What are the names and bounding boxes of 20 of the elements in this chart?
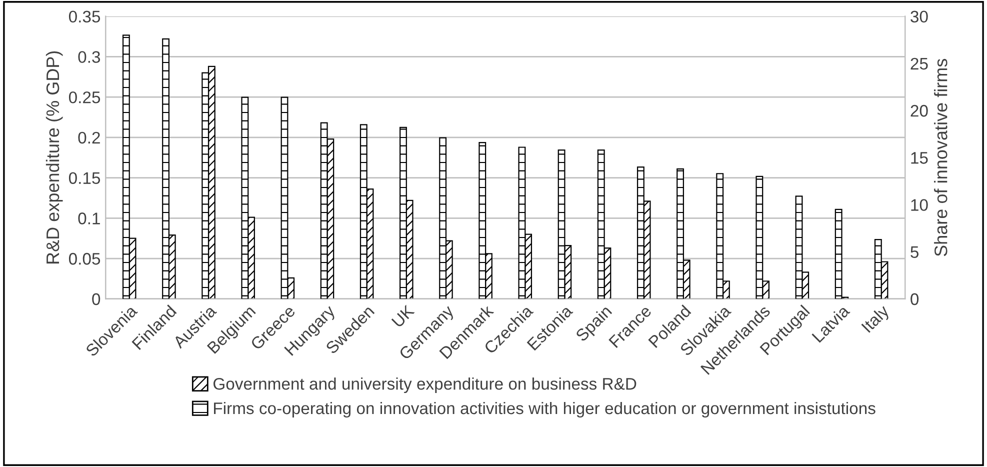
y-axis-title: R&D expenditure (% GDP): [46, 51, 63, 264]
y-tick-label: 0.15: [68, 172, 100, 184]
y-tick-label: 0.05: [68, 252, 100, 265]
y-tick-label: 0.25: [68, 91, 100, 104]
legend-label: Government and university expenditure on business R&D: [214, 378, 636, 394]
y-tick-label: 0.1: [78, 212, 100, 224]
y-tick-label: 0: [92, 293, 100, 306]
y-tick-label: 0.3: [78, 51, 100, 63]
legend-label: Firms co-operating on innovation activities with higer education or government insistutions: [214, 402, 876, 418]
y2-tick-label: 25: [910, 58, 928, 70]
y-tick-label: 0.2: [78, 132, 100, 144]
y2-tick-label: 10: [911, 199, 928, 211]
x-tick-label: Italy: [860, 304, 892, 336]
y2-tick-label: 5: [910, 246, 919, 258]
y2-tick-label: 0: [910, 293, 919, 306]
y2-tick-label: 15: [911, 152, 928, 164]
y2-axis-title: Share of innovative firms: [934, 58, 948, 256]
y2-tick-label: 20: [910, 104, 928, 117]
y-tick-label: 0.35: [68, 10, 100, 23]
y2-tick-label: 30: [910, 10, 928, 23]
